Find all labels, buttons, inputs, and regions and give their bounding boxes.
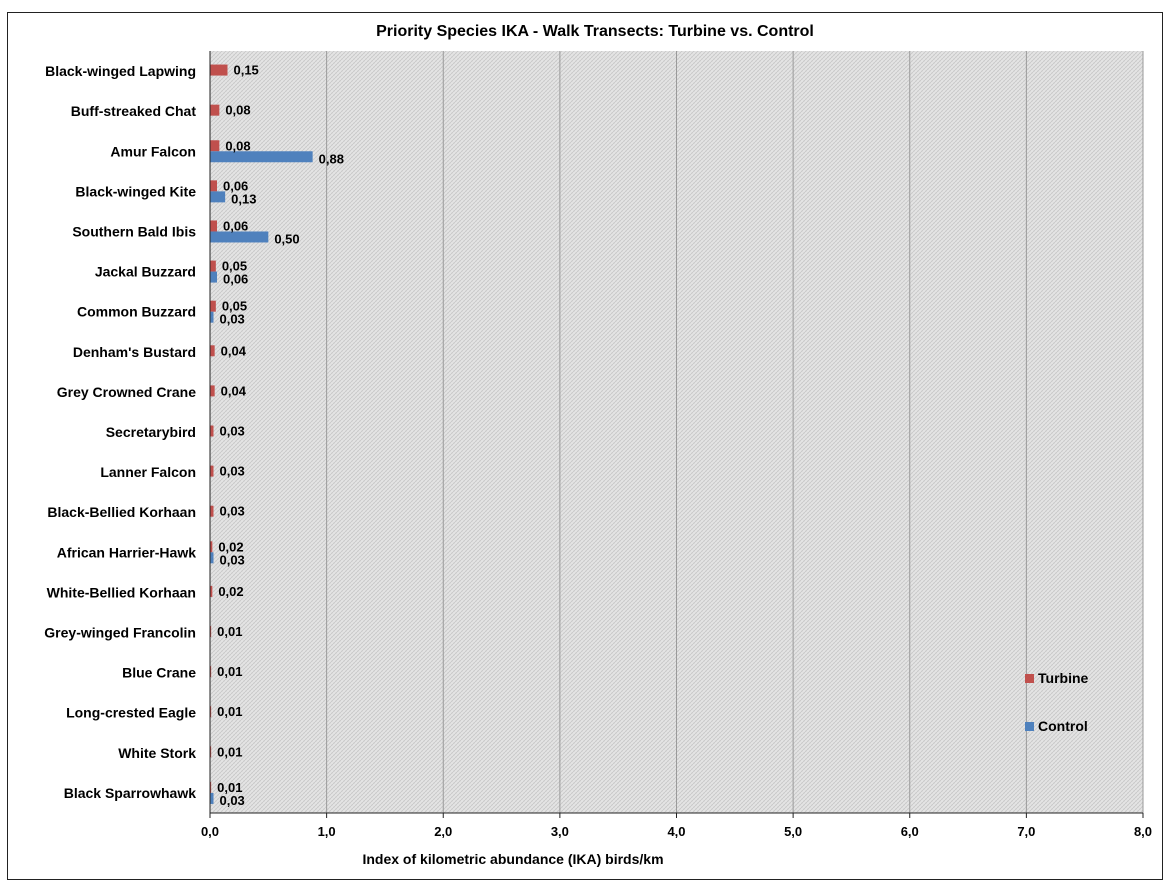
legend-swatch bbox=[1025, 722, 1034, 731]
category-label: Denham's Bustard bbox=[73, 344, 196, 360]
data-label-control: 0,88 bbox=[319, 151, 344, 166]
category-label: Jackal Buzzard bbox=[95, 264, 196, 280]
data-label-turbine: 0,06 bbox=[223, 218, 248, 233]
data-label-turbine: 0,04 bbox=[221, 343, 247, 358]
x-tick-label: 3,0 bbox=[551, 824, 569, 839]
x-tick-label: 7,0 bbox=[1017, 824, 1035, 839]
x-tick-label: 6,0 bbox=[901, 824, 919, 839]
bar-turbine bbox=[210, 140, 219, 151]
x-axis-title: Index of kilometric abundance (IKA) bird… bbox=[362, 851, 663, 867]
category-label: White-Bellied Korhaan bbox=[47, 584, 196, 600]
bar-control bbox=[210, 272, 217, 283]
data-label-turbine: 0,08 bbox=[225, 103, 250, 118]
x-axis-ticks: 0,0 1,0 2,0 3,0 4,0 5,0 6,0 7,0 8,0 bbox=[201, 813, 1152, 839]
data-label-turbine: 0,15 bbox=[233, 63, 258, 78]
bar-turbine bbox=[210, 385, 215, 396]
category-label: Black-winged Kite bbox=[75, 183, 196, 199]
data-label-turbine: 0,01 bbox=[217, 624, 242, 639]
x-tick-label: 8,0 bbox=[1134, 824, 1152, 839]
data-label-turbine: 0,03 bbox=[219, 424, 244, 439]
legend-label: Turbine bbox=[1038, 670, 1089, 686]
category-label: Blue Crane bbox=[122, 665, 196, 681]
category-label: Buff-streaked Chat bbox=[71, 103, 197, 119]
x-tick-label: 0,0 bbox=[201, 824, 219, 839]
category-label: African Harrier-Hawk bbox=[57, 544, 196, 560]
category-label: Amur Falcon bbox=[110, 143, 196, 159]
bar-turbine bbox=[210, 506, 213, 517]
x-tick-label: 1,0 bbox=[318, 824, 336, 839]
bar-turbine bbox=[210, 220, 217, 231]
category-label: Black-Bellied Korhaan bbox=[47, 504, 196, 520]
bar-control bbox=[210, 552, 213, 563]
category-label: Common Buzzard bbox=[77, 304, 196, 320]
bar-turbine bbox=[210, 65, 227, 76]
bar-turbine bbox=[210, 261, 216, 272]
x-tick-label: 2,0 bbox=[434, 824, 452, 839]
bar-turbine bbox=[210, 301, 216, 312]
data-label-control: 0,50 bbox=[274, 231, 299, 246]
category-label: Black Sparrowhawk bbox=[64, 785, 196, 801]
data-label-control: 0,13 bbox=[231, 191, 256, 206]
data-label-control: 0,06 bbox=[223, 272, 248, 287]
bar-control bbox=[210, 793, 213, 804]
data-label-turbine: 0,01 bbox=[217, 744, 242, 759]
bar-turbine bbox=[210, 180, 217, 191]
bar-chart: Priority Species IKA - Walk Transects: T… bbox=[8, 13, 1164, 881]
data-label-turbine: 0,03 bbox=[219, 504, 244, 519]
data-label-turbine: 0,03 bbox=[219, 464, 244, 479]
data-label-turbine: 0,01 bbox=[217, 664, 242, 679]
legend-label: Control bbox=[1038, 718, 1088, 734]
legend-swatch bbox=[1025, 674, 1034, 683]
category-label: Grey-winged Francolin bbox=[44, 625, 196, 641]
category-label: Secretarybird bbox=[106, 424, 196, 440]
bar-turbine bbox=[210, 426, 213, 437]
x-tick-label: 5,0 bbox=[784, 824, 802, 839]
data-label-turbine: 0,02 bbox=[218, 584, 243, 599]
x-tick-label: 4,0 bbox=[667, 824, 685, 839]
category-label: Grey Crowned Crane bbox=[57, 384, 196, 400]
bar-control bbox=[210, 312, 213, 323]
chart-title: Priority Species IKA - Walk Transects: T… bbox=[376, 23, 814, 40]
bar-turbine bbox=[210, 466, 213, 477]
chart-frame: Priority Species IKA - Walk Transects: T… bbox=[7, 12, 1163, 880]
data-label-turbine: 0,04 bbox=[221, 383, 247, 398]
bar-turbine bbox=[210, 105, 219, 116]
data-label-control: 0,03 bbox=[219, 552, 244, 567]
bar-turbine bbox=[210, 345, 215, 356]
category-label: Southern Bald Ibis bbox=[72, 223, 196, 239]
category-labels: Black-winged Lapwing Buff-streaked Chat Am… bbox=[44, 63, 196, 801]
category-label: Black-winged Lapwing bbox=[45, 63, 196, 79]
data-label-control: 0,03 bbox=[219, 793, 244, 808]
category-label: Lanner Falcon bbox=[100, 464, 196, 480]
data-label-turbine: 0,01 bbox=[217, 704, 242, 719]
category-label: White Stork bbox=[118, 745, 196, 761]
data-label-turbine: 0,08 bbox=[225, 138, 250, 153]
data-label-control: 0,03 bbox=[219, 312, 244, 327]
category-label: Long-crested Eagle bbox=[66, 705, 196, 721]
